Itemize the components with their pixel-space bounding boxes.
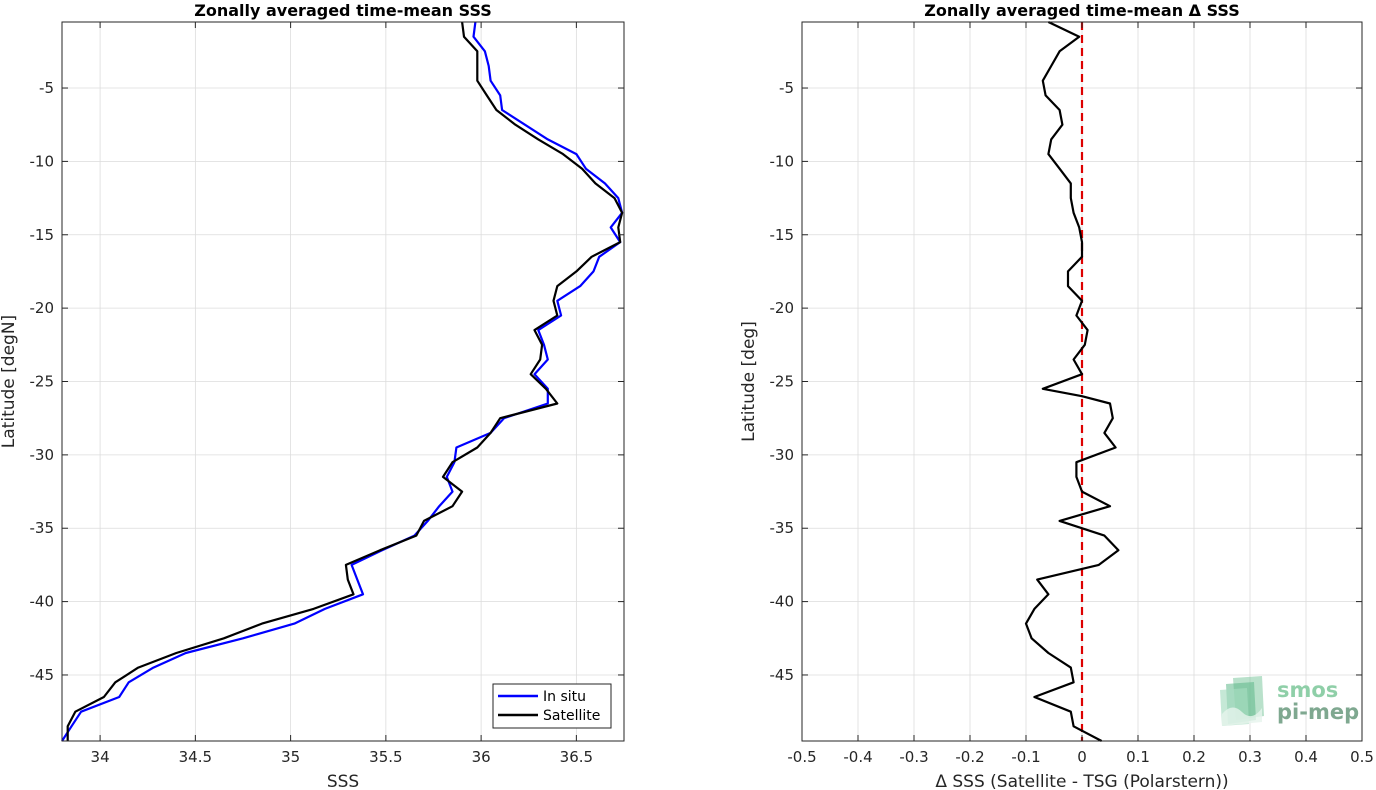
- legend: In situ Satellite: [492, 683, 612, 729]
- left-y-tick-label: -35: [30, 519, 55, 537]
- left-x-tick-label: 36.5: [560, 748, 593, 766]
- left-x-tick-label: 34.5: [179, 748, 212, 766]
- right-y-tick-label: -5: [779, 79, 794, 97]
- left-chart-title: Zonally averaged time-mean SSS: [194, 1, 492, 20]
- left-series-line-satellite: [66, 21, 624, 741]
- left-y-tick-label: -15: [30, 226, 55, 244]
- left-series-line-in-situ: [61, 21, 624, 742]
- right-y-axis-label: Latitude [deg]: [739, 321, 759, 442]
- right-y-tick-label: -30: [770, 446, 795, 464]
- right-y-tick-label: -25: [770, 373, 795, 391]
- right-x-tick-label: 0: [1077, 748, 1087, 766]
- logo-text-smos: smos: [1277, 678, 1338, 702]
- right-series-line-delta-sss: [1024, 21, 1120, 742]
- left-x-tick-label: 36: [472, 748, 491, 766]
- left-y-tick-label: -45: [30, 666, 55, 684]
- right-y-tick-label: -20: [770, 299, 795, 317]
- right-x-tick-label: 0.1: [1126, 748, 1150, 766]
- right-y-tick-label: -45: [770, 666, 795, 684]
- right-y-tick-label: -40: [770, 593, 795, 611]
- left-x-axis-label: SSS: [327, 772, 359, 790]
- right-x-axis-label: Δ SSS (Satellite - TSG (Polarstern)): [935, 772, 1228, 790]
- right-chart-panel: -0.5 -0.4 -0.3 -0.2 -0.1 0 0.1 0.2 0.3 0.4 0.5 -5 -1…: [739, 1, 1374, 790]
- logo-icon: [1220, 676, 1264, 726]
- legend-label-in-situ: In situ: [543, 689, 586, 705]
- logo-text-pi-mep: pi-mep: [1277, 700, 1359, 724]
- right-y-tick-label: -35: [770, 519, 795, 537]
- right-x-tick-label: 0.3: [1238, 748, 1262, 766]
- left-y-axis-label: Latitude [degN]: [0, 315, 19, 448]
- left-y-tick-label: -30: [30, 446, 55, 464]
- right-chart-title: Zonally averaged time-mean Δ SSS: [924, 1, 1240, 20]
- left-y-tick-label: -5: [39, 79, 54, 97]
- right-x-tick-label: -0.1: [1011, 748, 1040, 766]
- right-x-tick-label: 0.5: [1350, 748, 1374, 766]
- left-x-tick-label: 35: [281, 748, 300, 766]
- right-y-tick-label: -10: [770, 152, 795, 170]
- left-y-tick-label: -10: [30, 152, 55, 170]
- left-y-tick-label: -40: [30, 593, 55, 611]
- smos-pi-mep-logo: smos pi-mep: [1220, 676, 1359, 726]
- left-x-tick-label: 35.5: [369, 748, 402, 766]
- legend-box: [492, 683, 612, 729]
- left-y-tick-label: -20: [30, 299, 55, 317]
- right-x-tick-label: -0.2: [955, 748, 984, 766]
- right-x-tick-label: -0.5: [787, 748, 816, 766]
- right-y-tick-label: -15: [770, 226, 795, 244]
- right-x-tick-label: 0.4: [1294, 748, 1318, 766]
- right-x-tick-label: -0.4: [843, 748, 872, 766]
- right-x-tick-label: 0.2: [1182, 748, 1206, 766]
- right-x-tick-label: -0.3: [899, 748, 928, 766]
- left-x-tick-label: 34: [91, 748, 110, 766]
- left-chart-panel: 34 34.5 35 35.5 36 36.5 -5 -10 -15 -20 -25 -30 -35 -4…: [0, 1, 625, 790]
- legend-label-satellite: Satellite: [543, 708, 600, 724]
- left-y-tick-label: -25: [30, 373, 55, 391]
